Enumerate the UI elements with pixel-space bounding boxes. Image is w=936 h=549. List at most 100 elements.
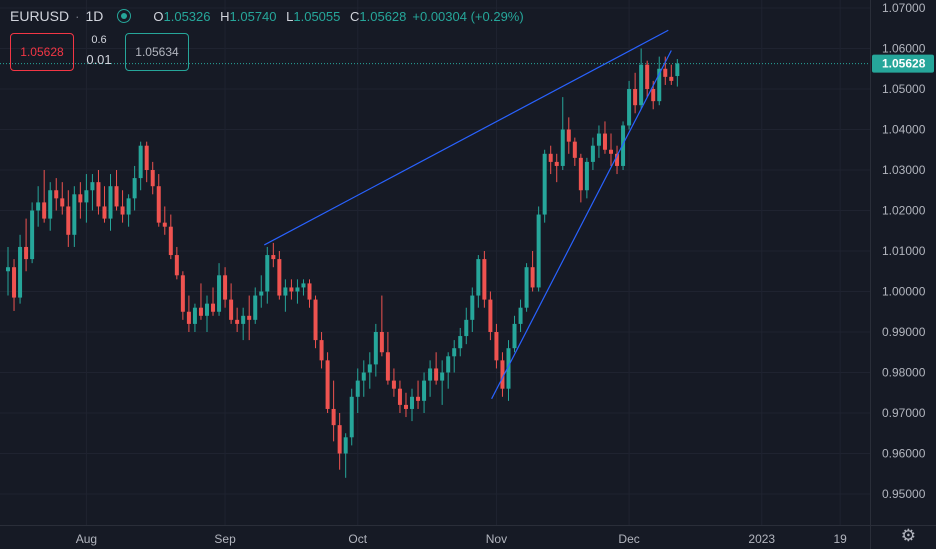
candle-body: [657, 68, 662, 102]
candle-down: [391, 368, 396, 397]
candle-body: [162, 222, 167, 227]
time-axis[interactable]: Aug Sep Oct Nov Dec 2023 19: [0, 525, 936, 547]
timeframe-label[interactable]: 1D: [85, 8, 104, 24]
candle-body: [446, 356, 451, 373]
candle-body: [422, 380, 427, 401]
candle-up: [590, 137, 595, 170]
candle-up: [126, 194, 131, 227]
candle-body: [114, 186, 119, 207]
candle-down: [289, 279, 294, 300]
symbol-label[interactable]: EURUSD: [10, 8, 70, 24]
candle-body: [536, 214, 541, 288]
gear-icon[interactable]: ⚙: [900, 526, 916, 545]
candle-up: [72, 186, 77, 247]
y-tick-label: 1.06000: [882, 42, 926, 56]
open-value: 1.05326: [163, 8, 211, 24]
candle-down: [144, 141, 149, 183]
trendlines[interactable]: [263, 29, 672, 400]
candle-body: [373, 332, 378, 365]
candle-body: [18, 246, 23, 298]
close-label: C: [350, 8, 360, 24]
candle-body: [241, 315, 246, 324]
candle-down: [277, 251, 282, 300]
candle-body: [48, 190, 53, 219]
candle-body: [204, 303, 209, 316]
candle-body: [651, 89, 656, 102]
candle-up: [470, 287, 475, 332]
close-value: 1.05628: [359, 8, 407, 24]
candle-down: [150, 161, 155, 195]
candle-up: [367, 352, 372, 389]
candle-body: [301, 283, 306, 288]
candle-body: [325, 360, 330, 409]
trendline-lower[interactable]: [491, 50, 672, 400]
candle-body: [355, 380, 360, 397]
candle-body: [223, 275, 228, 300]
candle-down: [482, 251, 487, 308]
candle-body: [645, 64, 650, 89]
candle-body: [96, 182, 101, 207]
candle-down: [578, 153, 583, 203]
candle-down: [548, 145, 553, 175]
candle-body: [554, 161, 559, 166]
candle-body: [313, 299, 318, 341]
candle-body: [174, 255, 179, 276]
candle-down: [235, 307, 240, 332]
x-tick-label: Oct: [348, 532, 367, 546]
candle-body: [60, 198, 65, 207]
y-tick-label: 1.01000: [882, 244, 926, 258]
trendline-upper[interactable]: [263, 29, 669, 246]
spread-bottom: 0.01: [86, 52, 112, 67]
candle-body: [379, 332, 384, 353]
candle-down: [271, 242, 276, 268]
candle-down: [494, 323, 499, 369]
candle-up: [343, 433, 348, 478]
candle-body: [627, 89, 632, 126]
candle-body: [211, 303, 216, 312]
candle-up: [349, 388, 354, 446]
buy-price: 1.05634: [135, 45, 179, 59]
candle-body: [247, 315, 252, 320]
candle-up: [192, 303, 197, 332]
candle-up: [241, 307, 246, 341]
chart-legend: EURUSD · 1D O1.05326 H1.05740 L1.05055 C…: [10, 8, 524, 24]
candle-up: [422, 372, 427, 413]
y-tick-label: 1.00000: [882, 285, 926, 299]
last-price-tag-label: 1.05628: [882, 57, 926, 71]
candle-down: [313, 295, 318, 349]
candle-down: [42, 170, 47, 223]
candle-up: [301, 279, 306, 296]
candle-body: [253, 295, 258, 320]
candle-body: [590, 145, 595, 162]
candle-down: [120, 190, 125, 223]
candle-up: [512, 315, 517, 353]
candle-body: [186, 311, 191, 324]
candle-body: [578, 157, 583, 191]
candle-body: [126, 198, 131, 215]
price-axis[interactable]: 1.07000 1.06000 1.05000 1.04000 1.03000 1.020…: [870, 0, 936, 549]
candle-up: [283, 279, 288, 312]
candle-body: [548, 153, 553, 162]
candle-body: [229, 299, 234, 320]
candle-down: [156, 174, 161, 227]
candle-body: [192, 307, 197, 324]
candle-body: [307, 283, 312, 300]
sell-button[interactable]: 1.05628: [10, 33, 74, 71]
candle-body: [428, 368, 433, 381]
candle-body: [602, 133, 607, 150]
candle-down: [416, 380, 421, 409]
candle-body: [66, 206, 71, 235]
candle-down: [488, 291, 493, 341]
candle-body: [506, 348, 511, 389]
candle-up: [48, 182, 53, 231]
buy-button[interactable]: 1.05634: [125, 33, 189, 71]
candle-body: [458, 336, 463, 349]
y-tick-label: 1.05000: [882, 82, 926, 96]
candle-up: [560, 97, 565, 170]
candle-up: [217, 263, 222, 316]
candle-body: [542, 153, 547, 215]
y-tick-label: 0.99000: [882, 325, 926, 339]
candle-up: [355, 368, 360, 413]
